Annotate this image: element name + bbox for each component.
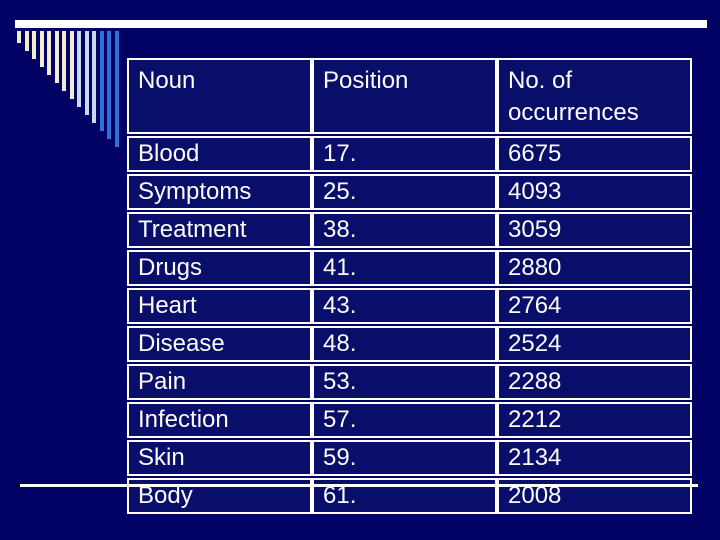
top-accent-bar bbox=[15, 20, 707, 28]
column-header-occurrences: No. of occurrences bbox=[497, 58, 692, 134]
cell-occurrences: 2288 bbox=[497, 364, 692, 400]
cell-noun: Disease bbox=[127, 326, 312, 362]
cell-occurrences: 2212 bbox=[497, 402, 692, 438]
comb-bar bbox=[92, 31, 96, 123]
table-row: Treatment 38. 3059 bbox=[127, 212, 692, 248]
comb-bar bbox=[17, 31, 21, 43]
comb-bar bbox=[107, 31, 111, 139]
comb-bar bbox=[47, 31, 51, 75]
cell-position: 41. bbox=[312, 250, 497, 286]
cell-position: 17. bbox=[312, 136, 497, 172]
column-header-position: Position bbox=[312, 58, 497, 134]
table-row: Blood 17. 6675 bbox=[127, 136, 692, 172]
cell-occurrences: 4093 bbox=[497, 174, 692, 210]
comb-bar bbox=[54, 31, 59, 83]
noun-frequency-table-wrap: Noun Position No. of occurrences Blood 1… bbox=[127, 56, 692, 516]
comb-bar bbox=[114, 31, 119, 147]
comb-bar bbox=[24, 31, 29, 51]
comb-bar bbox=[69, 31, 74, 99]
cell-noun: Heart bbox=[127, 288, 312, 324]
cell-occurrences: 2880 bbox=[497, 250, 692, 286]
cell-noun: Blood bbox=[127, 136, 312, 172]
comb-bar bbox=[39, 31, 44, 67]
cell-position: 53. bbox=[312, 364, 497, 400]
table-row: Heart 43. 2764 bbox=[127, 288, 692, 324]
cell-noun: Skin bbox=[127, 440, 312, 476]
cell-position: 25. bbox=[312, 174, 497, 210]
cell-noun: Symptoms bbox=[127, 174, 312, 210]
cell-occurrences: 3059 bbox=[497, 212, 692, 248]
column-header-noun: Noun bbox=[127, 58, 312, 134]
cell-position: 38. bbox=[312, 212, 497, 248]
cell-noun: Infection bbox=[127, 402, 312, 438]
comb-bar bbox=[32, 31, 36, 59]
table-row: Disease 48. 2524 bbox=[127, 326, 692, 362]
comb-decoration bbox=[17, 31, 122, 147]
cell-position: 43. bbox=[312, 288, 497, 324]
cell-occurrences: 6675 bbox=[497, 136, 692, 172]
cell-position: 48. bbox=[312, 326, 497, 362]
cell-occurrences: 2524 bbox=[497, 326, 692, 362]
cell-noun: Treatment bbox=[127, 212, 312, 248]
comb-bar bbox=[77, 31, 81, 107]
cell-position: 57. bbox=[312, 402, 497, 438]
noun-frequency-table: Noun Position No. of occurrences Blood 1… bbox=[127, 56, 692, 516]
cell-noun: Pain bbox=[127, 364, 312, 400]
table-row: Skin 59. 2134 bbox=[127, 440, 692, 476]
table-row: Symptoms 25. 4093 bbox=[127, 174, 692, 210]
bottom-rule bbox=[20, 484, 698, 487]
cell-position: 59. bbox=[312, 440, 497, 476]
table-row: Infection 57. 2212 bbox=[127, 402, 692, 438]
comb-bar bbox=[62, 31, 66, 91]
cell-occurrences: 2134 bbox=[497, 440, 692, 476]
comb-bar bbox=[99, 31, 104, 131]
cell-noun: Drugs bbox=[127, 250, 312, 286]
comb-bar bbox=[84, 31, 89, 115]
table-header-row: Noun Position No. of occurrences bbox=[127, 58, 692, 134]
table-row: Drugs 41. 2880 bbox=[127, 250, 692, 286]
cell-occurrences: 2764 bbox=[497, 288, 692, 324]
table-row: Pain 53. 2288 bbox=[127, 364, 692, 400]
